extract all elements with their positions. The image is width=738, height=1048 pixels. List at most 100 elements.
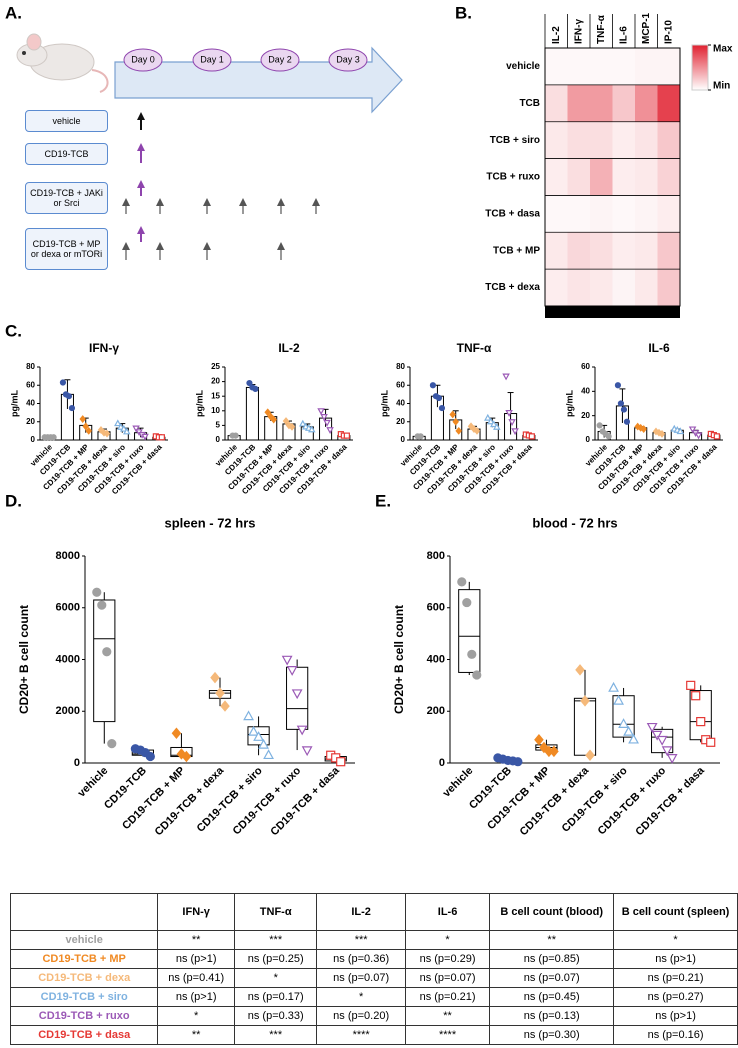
column-header: IL-6 [404,893,491,931]
heat-cell [612,121,636,159]
column-header: TNF-α [233,893,318,931]
data-point [617,400,625,407]
data-point [85,426,92,435]
y-tick-label: 0 [216,435,221,444]
data-point [575,664,585,676]
heat-cell [567,269,591,307]
chart-title: spleen - 72 hrs [164,515,255,530]
chart-title: IFN-γ [89,341,119,355]
panel-label: A. [5,3,22,22]
y-tick-label: 6000 [56,602,80,614]
data-point [640,425,647,433]
data-point [50,434,57,441]
table-cell: ns (p=0.41) [157,968,235,988]
heat-cell [635,269,658,307]
data-point [585,749,595,761]
treatment-box: CD19-TCB [25,143,108,165]
table-cell: **** [404,1025,491,1045]
dose-arrow-head [156,242,164,250]
data-point [661,746,673,757]
data-point [171,727,182,739]
table-cell: *** [233,1025,318,1045]
data-point [618,718,629,728]
data-point [417,433,424,440]
y-tick-label: 0 [31,435,36,444]
row-label: CD19-TCB + dexa [9,968,159,988]
data-point [123,427,131,435]
colorbar-label: Max [713,44,733,55]
heat-cell [612,48,636,86]
data-point [651,730,663,741]
table-row: vehicle ** *** *** * ** * [9,930,738,950]
heat-cell [590,84,613,123]
box [286,666,309,730]
day-label: Day 1 [200,54,224,64]
heat-cell [612,158,636,196]
dose-arrow-head [156,198,164,206]
y-axis-label: pg/mL [379,390,389,417]
data-point [232,432,239,439]
column-label: IL-2 [551,26,562,44]
row-label: TCB + dasa [485,208,540,219]
dose-arrow-head [312,198,320,206]
data-point [326,427,334,435]
row-label: TCB [519,98,540,109]
data-point [270,415,277,424]
column-label: IFN-γ [573,19,584,44]
y-axis-label: CD20+ B cell count [17,605,31,714]
row-label: CD19-TCB + ruxo [9,1006,159,1026]
x-tick-label: CD19-TCB + dexa [153,764,227,838]
table-row: CD19-TCB + ruxo * ns (p=0.33) ns (p=0.20) **… [9,1006,738,1026]
chart-title: TNF-α [457,341,492,355]
heat-cell [635,158,658,196]
y-tick-label: 40 [26,399,35,408]
day-label: Day 0 [131,54,155,64]
data-point [457,577,467,587]
colorbar-label: Min [713,81,730,92]
row-label: TCB + siro [490,135,540,146]
y-tick-label: 0 [439,757,445,769]
heat-cell [657,269,681,307]
dose-arrow-head [277,242,285,250]
table-cell: ns (p=0.17) [233,987,318,1007]
table-cell: ** [404,1006,491,1026]
y-tick-label: 600 [427,602,445,614]
data-point [59,379,67,386]
heat-cell [635,84,658,123]
data-point [102,647,112,657]
heatmap-bottom [545,306,680,318]
table-cell: ** [157,930,235,950]
y-tick-label: 80 [26,362,35,371]
data-point [666,754,678,764]
data-point [291,689,303,700]
bar [245,386,259,441]
table-cell: ns (p=0.33) [233,1006,318,1026]
treatment-box: CD19-TCB + MP or dexa or mTORi [25,228,108,270]
data-point [549,745,559,758]
heat-cell [657,48,681,86]
data-point [534,733,544,746]
heat-cell [567,158,591,196]
table-cell: ns (p=0.16) [613,1025,738,1045]
data-point [462,597,472,608]
x-tick-label: CD19-TCB + ruxo [596,765,669,838]
heat-cell [590,195,613,233]
heat-cell [635,48,658,86]
dose-arrow-head [122,198,130,206]
heat-cell [545,48,568,86]
row-label: TCB + MP [493,245,540,256]
data-point [511,428,519,436]
data-point [103,429,111,438]
row-label: TCB + dexa [485,282,540,293]
data-point [484,413,492,421]
table-cell: ns (p=0.20) [316,1006,406,1026]
data-point [623,418,631,425]
column-header: B cell count (spleen) [613,893,738,931]
y-tick-label: 800 [427,550,445,562]
heat-cell [612,232,636,270]
data-point [114,419,122,427]
data-point [438,404,446,412]
column-label: IL-6 [618,26,629,44]
data-point [296,725,308,736]
data-point [181,750,192,763]
